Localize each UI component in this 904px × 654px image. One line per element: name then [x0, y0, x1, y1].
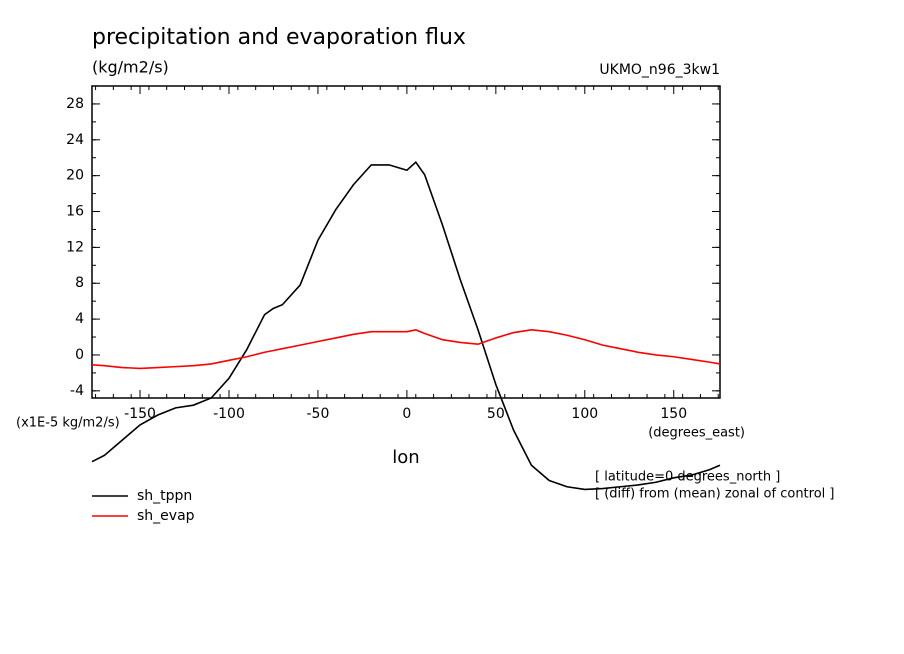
x-tick-label: -50: [307, 406, 330, 422]
y-tick-label: 24: [66, 132, 84, 148]
legend-label: sh_tppn: [137, 488, 192, 504]
y-tick-label: 12: [66, 239, 84, 255]
legend-label: sh_evap: [137, 508, 195, 524]
series-line: [91, 161, 721, 491]
y-tick-label: 28: [66, 96, 84, 112]
source-label: UKMO_n96_3kw1: [599, 62, 720, 78]
x-tick-label: 0: [402, 406, 411, 422]
y-tick-label: 20: [66, 168, 84, 184]
y-tick-label: 4: [75, 311, 84, 327]
y-tick-label: 0: [75, 347, 84, 363]
x-unit: (degrees_east): [648, 426, 745, 441]
annotation: [ (diff) from (mean) zonal of control ]: [595, 487, 834, 502]
y-tick-label: -4: [70, 383, 84, 399]
x-axis-label: lon: [392, 447, 419, 468]
y-unit: (x1E-5 kg/m2/s): [16, 416, 120, 431]
plot-frame: [91, 85, 721, 399]
y-tick-label: 16: [66, 204, 84, 220]
x-tick-label: -100: [213, 406, 245, 422]
x-tick-label: -150: [124, 406, 156, 422]
x-tick-label: 150: [660, 406, 687, 422]
x-tick-label: 100: [571, 406, 598, 422]
chart-title: precipitation and evaporation flux: [92, 25, 466, 50]
y-tick-label: 8: [75, 275, 84, 291]
x-tick-label: 50: [487, 406, 505, 422]
series-line: [91, 329, 721, 370]
annotation: [ latitude=0 degrees_north ]: [595, 470, 780, 485]
subtitle: (kg/m2/s): [92, 58, 169, 77]
